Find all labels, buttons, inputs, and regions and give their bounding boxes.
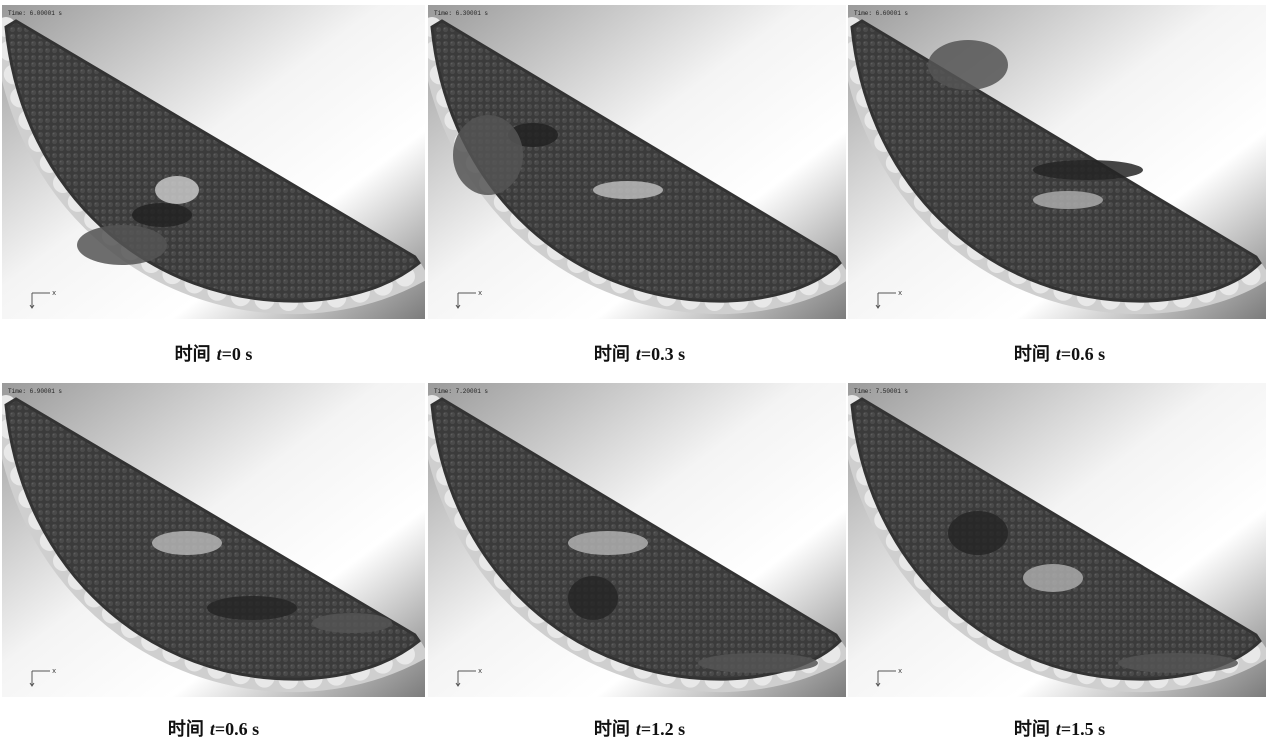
tracer-particles — [1033, 191, 1103, 209]
tracer-particles — [207, 596, 297, 620]
panel: Time: 7.50001 s x — [848, 383, 1266, 697]
caption-label: 时间 — [594, 719, 630, 739]
simulation-image: Time: 6.60001 s x — [848, 5, 1266, 319]
tracer-particles — [1118, 653, 1238, 673]
axis-label: x — [52, 668, 56, 676]
timestamp: Time: 6.90001 s — [8, 388, 62, 395]
tracer-particles — [132, 203, 192, 227]
tracer-particles — [152, 531, 222, 555]
caption-value: =0.6 s — [1061, 344, 1105, 364]
panel: Time: 6.60001 s x — [848, 5, 1266, 319]
caption-label: 时间 — [175, 344, 211, 364]
tracer-particles — [312, 613, 392, 633]
simulation-image: Time: 6.30001 s x — [428, 5, 846, 319]
caption-value: =0.6 s — [215, 719, 259, 739]
timestamp: Time: 6.30001 s — [434, 10, 488, 17]
tracer-particles — [698, 653, 818, 673]
axis-label: x — [52, 290, 56, 298]
page: Time: 6.00001 s x 时间t=0 s Time: 6.30001 s x 时… — [0, 0, 1269, 743]
simulation-image: Time: 7.20001 s x — [428, 383, 846, 697]
panel: Time: 7.20001 s x — [428, 383, 846, 697]
timestamp: Time: 6.60001 s — [854, 10, 908, 17]
simulation-image: Time: 6.00001 s x — [2, 5, 425, 319]
axis-label: x — [478, 668, 482, 676]
caption-value: =0.3 s — [641, 344, 685, 364]
simulation-image: Time: 7.50001 s x — [848, 383, 1266, 697]
tracer-particles — [155, 176, 199, 204]
panel: Time: 6.00001 s x — [2, 5, 425, 319]
tracer-particles — [568, 576, 618, 620]
axis-label: x — [898, 290, 902, 298]
simulation-image: Time: 6.90001 s x — [2, 383, 425, 697]
caption-label: 时间 — [1014, 719, 1050, 739]
tracer-particles — [77, 225, 167, 265]
tracer-particles — [1033, 160, 1143, 180]
timestamp: Time: 7.50001 s — [854, 388, 908, 395]
axis-label: x — [478, 290, 482, 298]
timestamp: Time: 7.20001 s — [434, 388, 488, 395]
caption-value: =1.2 s — [641, 719, 685, 739]
caption-label: 时间 — [1014, 344, 1050, 364]
timestamp: Time: 6.00001 s — [8, 10, 62, 17]
caption-value: =1.5 s — [1061, 719, 1105, 739]
panel: Time: 6.90001 s x — [2, 383, 425, 697]
caption-label: 时间 — [594, 344, 630, 364]
tracer-particles — [568, 531, 648, 555]
tracer-particles — [948, 511, 1008, 555]
panel: Time: 6.30001 s x — [428, 5, 846, 319]
tracer-particles — [1023, 564, 1083, 592]
tracer-particles — [593, 181, 663, 199]
tracer-particles — [453, 115, 523, 195]
caption-label: 时间 — [168, 719, 204, 739]
axis-label: x — [898, 668, 902, 676]
caption-value: =0 s — [222, 344, 253, 364]
tracer-particles — [928, 40, 1008, 90]
